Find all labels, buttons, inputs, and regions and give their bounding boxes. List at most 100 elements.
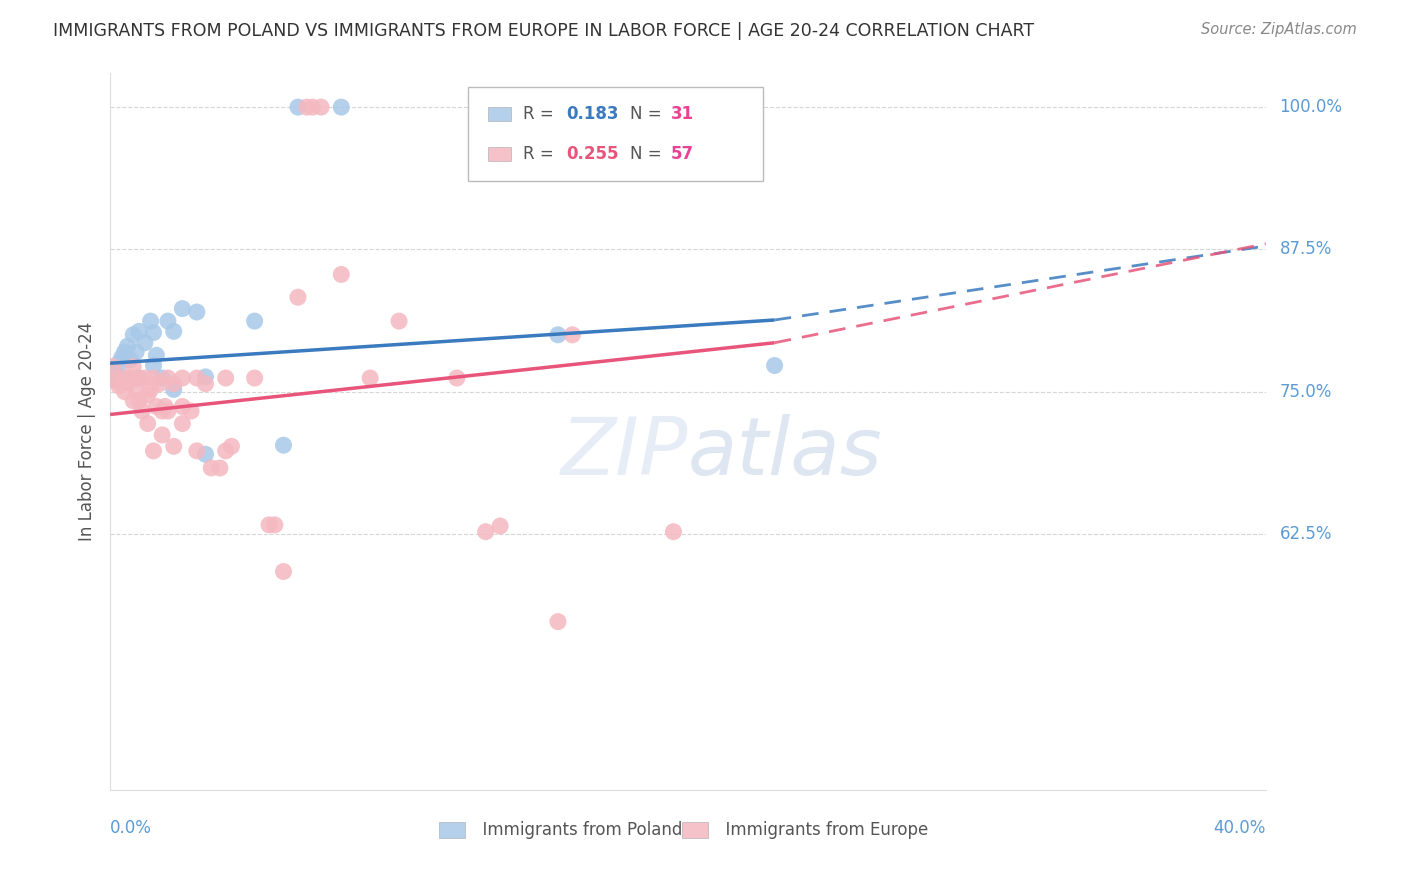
Text: ZIP: ZIP — [561, 414, 688, 492]
Point — [215, 371, 238, 385]
Point — [156, 371, 179, 385]
Y-axis label: In Labor Force | Age 20-24: In Labor Force | Age 20-24 — [79, 322, 96, 541]
Point — [561, 327, 583, 342]
Point — [101, 359, 124, 374]
Point — [215, 443, 238, 458]
Point — [186, 305, 208, 319]
Text: 87.5%: 87.5% — [1279, 241, 1331, 259]
Text: 0.0%: 0.0% — [110, 819, 152, 837]
Text: 31: 31 — [671, 105, 693, 123]
Point — [136, 388, 159, 402]
Point — [156, 314, 179, 328]
Point — [101, 362, 124, 376]
Text: IMMIGRANTS FROM POLAND VS IMMIGRANTS FROM EUROPE IN LABOR FORCE | AGE 20-24 CORR: IMMIGRANTS FROM POLAND VS IMMIGRANTS FRO… — [53, 22, 1035, 40]
Text: N =: N = — [630, 145, 666, 162]
Point — [547, 327, 569, 342]
Text: Immigrants from Poland: Immigrants from Poland — [472, 821, 682, 838]
Text: N =: N = — [630, 105, 666, 123]
Point — [359, 371, 381, 385]
Point — [186, 443, 208, 458]
Point — [163, 383, 186, 397]
Point — [330, 100, 353, 114]
Point — [662, 524, 685, 539]
Point — [194, 447, 217, 461]
Point — [172, 417, 194, 431]
Point — [136, 417, 159, 431]
Point — [104, 373, 127, 387]
Point — [172, 400, 194, 414]
Point — [128, 371, 150, 385]
Point — [547, 615, 569, 629]
Point — [134, 335, 156, 350]
Point — [330, 268, 353, 282]
FancyBboxPatch shape — [468, 87, 763, 180]
Point — [125, 344, 148, 359]
Point — [114, 371, 136, 385]
Point — [150, 371, 173, 385]
Point — [117, 376, 139, 390]
Point — [186, 371, 208, 385]
Point — [114, 344, 136, 359]
Point — [142, 359, 165, 373]
Point — [128, 393, 150, 408]
Point — [446, 371, 468, 385]
Point — [111, 371, 134, 385]
Point — [111, 351, 134, 365]
Point — [257, 517, 280, 532]
Point — [156, 404, 179, 418]
FancyBboxPatch shape — [488, 146, 512, 161]
Point — [128, 324, 150, 338]
Point — [108, 356, 131, 370]
Point — [150, 404, 173, 418]
Point — [172, 301, 194, 316]
Text: atlas: atlas — [688, 414, 883, 492]
FancyBboxPatch shape — [682, 822, 707, 838]
Point — [150, 428, 173, 442]
Point — [295, 100, 318, 114]
Point — [273, 438, 295, 452]
Point — [104, 373, 127, 387]
Point — [122, 393, 145, 408]
Point — [309, 100, 332, 114]
Point — [172, 371, 194, 385]
Text: 0.255: 0.255 — [567, 145, 619, 162]
Point — [134, 371, 156, 385]
Point — [163, 324, 186, 338]
Point — [148, 376, 170, 391]
Point — [114, 384, 136, 399]
Text: 57: 57 — [671, 145, 693, 162]
Point — [243, 371, 266, 385]
Point — [142, 326, 165, 340]
Point — [243, 314, 266, 328]
Point — [489, 519, 512, 533]
Point — [194, 370, 217, 384]
Point — [194, 376, 217, 391]
Text: 100.0%: 100.0% — [1279, 98, 1343, 116]
FancyBboxPatch shape — [488, 107, 512, 121]
Point — [208, 461, 231, 475]
Point — [301, 100, 323, 114]
Point — [263, 517, 285, 532]
Point — [180, 404, 202, 418]
Point — [120, 352, 142, 367]
Point — [287, 290, 309, 304]
Point — [145, 348, 167, 362]
Point — [139, 314, 162, 328]
Point — [273, 565, 295, 579]
Point — [474, 524, 496, 539]
Text: Immigrants from Europe: Immigrants from Europe — [714, 821, 928, 838]
Point — [131, 404, 153, 418]
Point — [287, 100, 309, 114]
Point — [142, 371, 165, 385]
Point — [145, 400, 167, 414]
Point — [122, 327, 145, 342]
Point — [117, 339, 139, 353]
Point — [142, 443, 165, 458]
Text: 62.5%: 62.5% — [1279, 525, 1331, 543]
Point — [200, 461, 222, 475]
Text: R =: R = — [523, 145, 558, 162]
Point — [763, 359, 786, 373]
Text: Source: ZipAtlas.com: Source: ZipAtlas.com — [1201, 22, 1357, 37]
Text: R =: R = — [523, 105, 558, 123]
Point — [388, 314, 411, 328]
